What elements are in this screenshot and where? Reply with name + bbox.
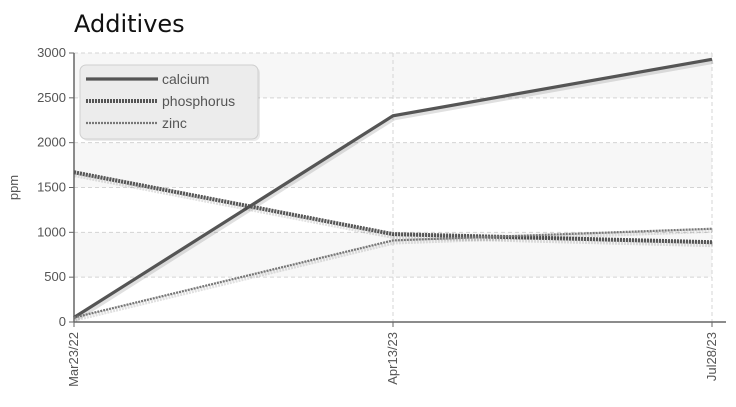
y-tick-label: 1000: [37, 224, 66, 239]
x-tick-label: Mar23/22: [66, 332, 81, 387]
y-tick-label: 1500: [37, 180, 66, 195]
y-tick-label: 2500: [37, 90, 66, 105]
y-tick-label: 500: [44, 269, 66, 284]
series-shadow-zinc: [74, 228, 714, 322]
legend-label-phosphorus: phosphorus: [162, 93, 235, 109]
series-line-calcium: [73, 57, 713, 319]
legend-box: [79, 64, 259, 140]
y-tick-label: 3000: [37, 45, 66, 60]
y-tick-label: 0: [59, 314, 66, 329]
series-line-phosphorus: [73, 170, 713, 245]
series-shadow-calcium: [73, 58, 714, 322]
legend-label-calcium: calcium: [162, 71, 209, 87]
x-tick-label: Apr13/23: [385, 332, 400, 385]
y-tick-label: 2000: [37, 135, 66, 150]
series-line-zinc: [73, 227, 713, 319]
legend-label-zinc: zinc: [162, 115, 187, 131]
chart-title: Additives: [74, 10, 185, 38]
y-axis-label: ppm: [6, 175, 21, 200]
x-tick-label: Jul28/23: [704, 332, 719, 381]
